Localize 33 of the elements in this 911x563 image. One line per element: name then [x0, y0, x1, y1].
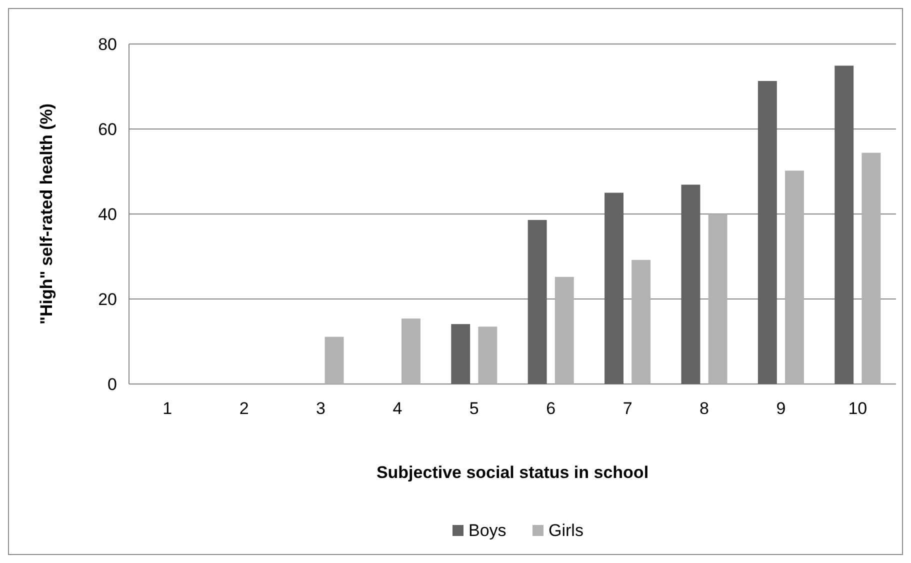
bar [324, 336, 344, 384]
bar [554, 276, 574, 384]
y-tick-label: 80 [98, 34, 117, 54]
x-tick-label: 2 [239, 399, 249, 418]
bar [402, 318, 420, 384]
x-tick-label: 8 [700, 399, 709, 418]
bar [632, 260, 651, 384]
bar [708, 214, 728, 384]
x-tick-label: 1 [162, 399, 172, 418]
x-tick-label: 9 [776, 399, 786, 418]
bar [862, 152, 881, 384]
legend-label: Boys [468, 521, 506, 540]
bar [785, 170, 804, 384]
x-tick-label: 4 [392, 399, 402, 418]
bar [834, 66, 854, 384]
x-tick-label: 3 [316, 399, 326, 418]
y-tick-label: 60 [98, 120, 117, 139]
x-tick-label: 10 [848, 399, 868, 418]
y-tick-label: 20 [98, 290, 117, 309]
bar [478, 326, 498, 384]
legend-label: Girls [548, 521, 584, 540]
bar [681, 184, 700, 384]
bar [604, 192, 624, 384]
y-tick-label: 40 [98, 204, 117, 224]
x-tick-label: 7 [622, 399, 632, 418]
bar [758, 80, 777, 384]
bar [528, 220, 547, 384]
x-axis-title: Subjective social status in school [376, 463, 649, 482]
y-tick-label: 0 [108, 374, 117, 394]
x-tick-label: 5 [469, 399, 479, 418]
x-tick-label: 6 [546, 399, 556, 418]
y-axis-title: "High" self-rated health (%) [37, 103, 56, 325]
bar [451, 324, 470, 384]
